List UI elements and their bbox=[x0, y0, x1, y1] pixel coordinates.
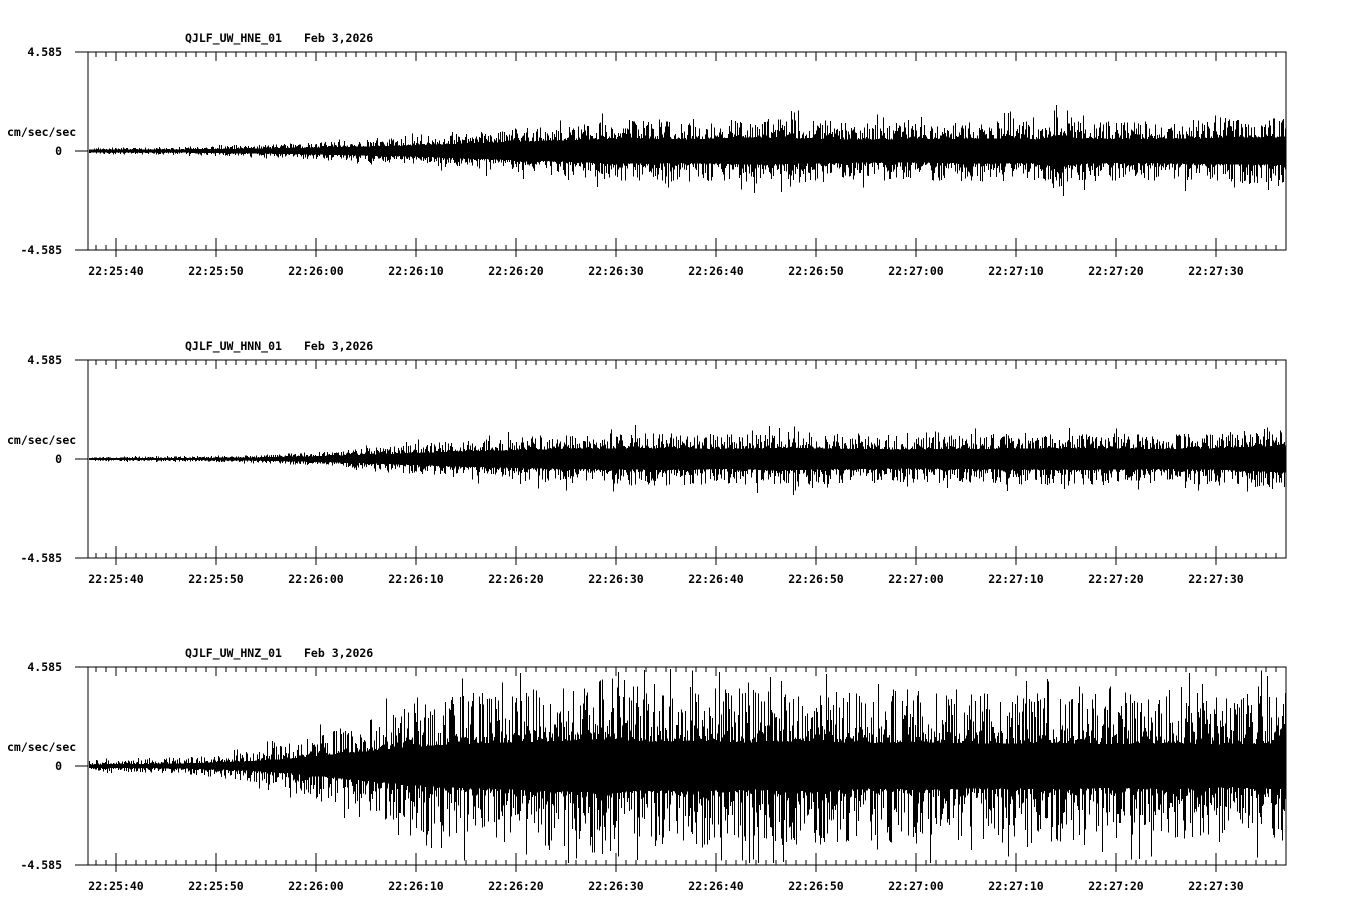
x-tick-label: 22:26:30 bbox=[588, 264, 643, 278]
x-tick-label: 22:25:50 bbox=[188, 879, 243, 893]
x-tick-label: 22:27:20 bbox=[1088, 264, 1143, 278]
x-tick-label: 22:26:50 bbox=[788, 264, 843, 278]
waveform-trace bbox=[89, 424, 1286, 495]
seismogram-panel-hnn: QJLF_UW_HNN_01 Feb 3,2026 4.585 0 -4.585 cm/s… bbox=[7, 339, 1287, 586]
x-tick-label: 22:25:40 bbox=[88, 879, 143, 893]
waveform-trace bbox=[89, 669, 1286, 863]
seismogram-panel-hnz: QJLF_UW_HNZ_01 Feb 3,2026 4.585 0 -4.585 cm/s… bbox=[7, 646, 1287, 893]
y-axis-units-label: cm/sec/sec bbox=[7, 433, 76, 447]
x-tick-label: 22:26:10 bbox=[388, 264, 443, 278]
y-tick-label: -4.585 bbox=[20, 858, 62, 872]
x-tick-label: 22:25:40 bbox=[88, 264, 143, 278]
x-tick-label: 22:26:00 bbox=[288, 264, 343, 278]
x-tick-label: 22:25:50 bbox=[188, 572, 243, 586]
x-tick-label: 22:26:20 bbox=[488, 264, 543, 278]
y-tick-label: 0 bbox=[55, 452, 62, 466]
x-tick-label: 22:26:20 bbox=[488, 572, 543, 586]
x-tick-label: 22:27:30 bbox=[1188, 572, 1243, 586]
panel-date: Feb 3,2026 bbox=[304, 31, 373, 45]
y-axis-units-label: cm/sec/sec bbox=[7, 125, 76, 139]
panel-title: QJLF_UW_HNE_01 bbox=[185, 31, 282, 46]
panel-title: QJLF_UW_HNN_01 bbox=[185, 339, 282, 354]
x-tick-label: 22:27:00 bbox=[888, 572, 943, 586]
seismogram-panel-hne: QJLF_UW_HNE_01 Feb 3,2026 4.585 0 -4.585 cm/s… bbox=[7, 31, 1287, 278]
y-axis-units-label: cm/sec/sec bbox=[7, 740, 76, 754]
x-tick-label: 22:26:00 bbox=[288, 572, 343, 586]
y-tick-label: 4.585 bbox=[27, 45, 62, 59]
x-tick-label: 22:27:10 bbox=[988, 572, 1043, 586]
x-tick-label: 22:27:30 bbox=[1188, 264, 1243, 278]
y-tick-label: 4.585 bbox=[27, 660, 62, 674]
x-tick-label: 22:26:40 bbox=[688, 264, 743, 278]
x-tick-label: 22:26:00 bbox=[288, 879, 343, 893]
waveform-trace bbox=[89, 105, 1286, 197]
panel-date: Feb 3,2026 bbox=[304, 339, 373, 353]
y-tick-label: -4.585 bbox=[20, 551, 62, 565]
panel-date: Feb 3,2026 bbox=[304, 646, 373, 660]
y-tick-label: 0 bbox=[55, 144, 62, 158]
x-tick-label: 22:26:20 bbox=[488, 879, 543, 893]
x-tick-label: 22:26:40 bbox=[688, 879, 743, 893]
x-tick-label: 22:26:30 bbox=[588, 879, 643, 893]
x-tick-label: 22:27:20 bbox=[1088, 879, 1143, 893]
x-tick-label: 22:26:10 bbox=[388, 879, 443, 893]
x-tick-label: 22:27:20 bbox=[1088, 572, 1143, 586]
x-tick-label: 22:27:10 bbox=[988, 879, 1043, 893]
y-tick-label: 4.585 bbox=[27, 353, 62, 367]
x-tick-label: 22:27:30 bbox=[1188, 879, 1243, 893]
panel-title: QJLF_UW_HNZ_01 bbox=[185, 646, 282, 661]
x-tick-label: 22:25:50 bbox=[188, 264, 243, 278]
y-tick-label: -4.585 bbox=[20, 243, 62, 257]
x-tick-label: 22:26:30 bbox=[588, 572, 643, 586]
x-tick-label: 22:27:10 bbox=[988, 264, 1043, 278]
x-tick-label: 22:26:50 bbox=[788, 879, 843, 893]
x-tick-label: 22:27:00 bbox=[888, 264, 943, 278]
x-tick-label: 22:26:10 bbox=[388, 572, 443, 586]
x-tick-label: 22:27:00 bbox=[888, 879, 943, 893]
x-tick-label: 22:26:40 bbox=[688, 572, 743, 586]
x-tick-label: 22:26:50 bbox=[788, 572, 843, 586]
x-tick-label: 22:25:40 bbox=[88, 572, 143, 586]
y-tick-label: 0 bbox=[55, 759, 62, 773]
